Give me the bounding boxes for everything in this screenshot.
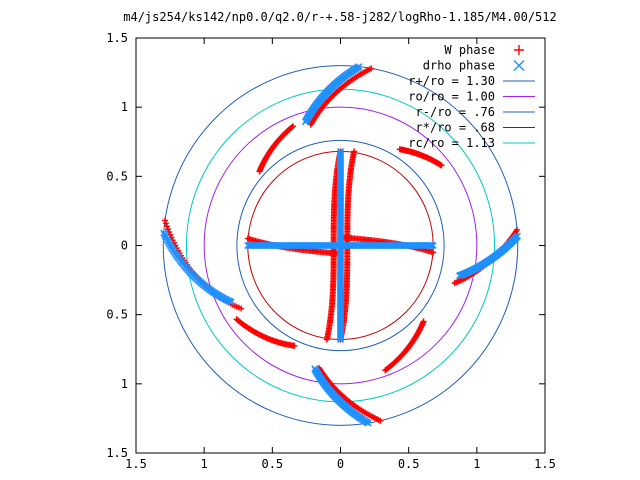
y-tick-label: 1	[121, 377, 128, 391]
w-phase-point	[162, 220, 169, 227]
x-tick-label: 0.5	[261, 457, 283, 471]
w-phase-point	[167, 231, 174, 238]
x-tick-label: 1	[201, 457, 208, 471]
drho-phase-point	[428, 242, 436, 249]
legend-label: drho phase	[423, 59, 495, 73]
legend-label: r*/ro = .68	[416, 121, 495, 135]
drho-phase-point	[456, 272, 464, 280]
y-tick-label: 1	[121, 100, 128, 114]
reference-circle	[203, 106, 478, 385]
drho-phase-point	[337, 149, 344, 157]
drho-phase-point	[429, 242, 437, 249]
data-points	[160, 63, 521, 427]
x-tick-label: 0	[337, 457, 344, 471]
w-phase-point	[451, 280, 458, 287]
w-phase-point	[256, 168, 263, 175]
drho-phase-point	[427, 242, 435, 249]
x-tick-label: 1.5	[534, 457, 556, 471]
y-tick-label: 0.5	[106, 308, 128, 322]
legend-marker-cross	[513, 60, 525, 71]
w-phase-point	[430, 249, 437, 256]
w-phase-point	[163, 223, 170, 230]
y-tick-label: 0.5	[106, 169, 128, 183]
w-phase-point	[396, 146, 403, 153]
legend-label: r-/ro = .76	[416, 105, 495, 119]
axis-ticks: 1.5 1 0.5 0 0.5 1 1.51.510.500.511.5	[106, 31, 556, 471]
x-tick-label: 1	[473, 457, 480, 471]
drho-phase-point	[337, 150, 344, 158]
w-phase-point	[161, 217, 168, 224]
w-phase-point	[351, 148, 358, 155]
chart-title: m4/js254/ks142/np0.0/q2.0/r-+.58-j282/lo…	[123, 10, 556, 24]
y-tick-label: 1.5	[106, 446, 128, 460]
drho-phase-point	[311, 365, 319, 373]
legend-label: r+/ro = 1.30	[408, 74, 495, 88]
drho-phase-point	[337, 147, 344, 155]
drho-phase-point	[227, 298, 235, 306]
w-phase-point	[420, 318, 427, 325]
reference-circle	[236, 139, 445, 352]
y-tick-label: 0	[121, 239, 128, 253]
y-tick-label: 1.5	[106, 31, 128, 45]
x-tick-label: 1.5	[125, 457, 147, 471]
legend-label: W phase	[444, 43, 495, 57]
reference-circle	[162, 65, 519, 426]
drho-phase-point	[302, 118, 310, 126]
w-phase-point	[238, 305, 245, 312]
x-tick-label: 0.5	[398, 457, 420, 471]
w-phase-point	[307, 121, 314, 128]
legend-label: rc/ro = 1.13	[408, 136, 495, 150]
legend-label: ro/ro = 1.00	[408, 90, 495, 104]
w-phase-point	[291, 342, 298, 349]
w-phase-point	[165, 226, 172, 233]
legend-marker-plus	[514, 45, 524, 55]
